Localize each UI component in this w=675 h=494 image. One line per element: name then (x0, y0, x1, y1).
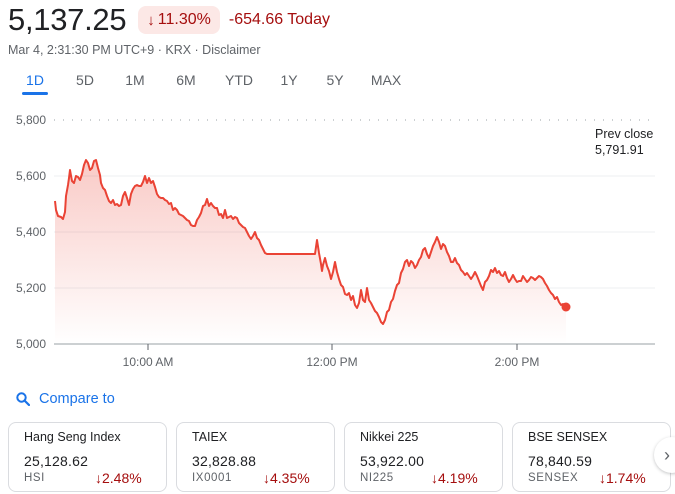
arrow-down-icon: ↓ (599, 470, 606, 486)
card-change-value: 4.19% (438, 470, 478, 486)
card-symbol: IX0001 (192, 472, 233, 484)
y-tick-5200: 5,200 (16, 281, 46, 295)
card-change: ↓1.74% (599, 470, 646, 486)
card-value: 78,840.59 (528, 453, 593, 469)
time-range-tabs: 1D 5D 1M 6M YTD 1Y 5Y MAX (8, 72, 404, 95)
card-value: 53,922.00 (360, 453, 425, 469)
tab-1m[interactable]: 1M (125, 72, 145, 88)
tab-1d[interactable]: 1D (20, 72, 50, 95)
tab-5y[interactable]: 5Y (326, 72, 344, 88)
compare-card-hsi[interactable]: Hang Seng Index 25,128.62 HSI ↓2.48% (8, 422, 167, 492)
compare-cards: Hang Seng Index 25,128.62 HSI ↓2.48% TAI… (8, 422, 675, 492)
price-line (54, 159, 567, 325)
prev-close-title: Prev close (595, 127, 654, 141)
search-icon (16, 392, 30, 406)
card-change: ↓4.19% (431, 470, 478, 486)
compare-to-button[interactable]: Compare to (16, 391, 115, 407)
tab-1y[interactable]: 1Y (280, 72, 298, 88)
y-tick-5000: 5,000 (16, 337, 46, 351)
card-change-value: 1.74% (606, 470, 646, 486)
next-cards-button[interactable]: › (654, 437, 675, 473)
x-tick-10am: 10:00 AM (123, 355, 174, 369)
arrow-down-icon: ↓ (147, 11, 155, 29)
card-name: BSE SENSEX (528, 430, 608, 444)
disclaimer-link[interactable]: Disclaimer (202, 43, 261, 57)
card-name: TAIEX (192, 430, 228, 444)
current-price: 5,137.25 (8, 2, 127, 37)
compare-card-sensex[interactable]: BSE SENSEX 78,840.59 SENSEX ↓1.74% (512, 422, 671, 492)
arrow-down-icon: ↓ (95, 470, 102, 486)
card-value: 25,128.62 (24, 453, 89, 469)
tab-ytd[interactable]: YTD (225, 72, 253, 88)
arrow-down-icon: ↓ (431, 470, 438, 486)
change-points: -654.66 Today (228, 11, 330, 28)
y-tick-5600: 5,600 (16, 169, 46, 183)
prev-close-label: Prev close 5,791.91 (595, 126, 653, 158)
card-change-value: 4.35% (270, 470, 310, 486)
card-name: Nikkei 225 (360, 430, 419, 444)
card-change: ↓4.35% (263, 470, 310, 486)
exchange: KRX (165, 43, 192, 57)
prev-close-value: 5,791.91 (595, 143, 644, 157)
card-name: Hang Seng Index (24, 430, 121, 444)
tab-6m[interactable]: 6M (176, 72, 196, 88)
price-chart[interactable]: 5,800 5,600 5,400 5,200 5,000 10:00 AM 1… (0, 100, 675, 380)
x-tick-12pm: 12:00 PM (306, 355, 357, 369)
timestamp: Mar 4, 2:31:30 PM UTC+9 (8, 43, 155, 57)
arrow-down-icon: ↓ (263, 470, 270, 486)
card-symbol: NI225 (360, 472, 394, 484)
meta-line: Mar 4, 2:31:30 PM UTC+9 · KRX · Disclaim… (8, 43, 261, 57)
tab-5d[interactable]: 5D (76, 72, 94, 88)
y-tick-5400: 5,400 (16, 225, 46, 239)
compare-card-nikkei[interactable]: Nikkei 225 53,922.00 NI225 ↓4.19% (344, 422, 503, 492)
card-value: 32,828.88 (192, 453, 257, 469)
card-symbol: SENSEX (528, 472, 579, 484)
compare-to-label: Compare to (39, 391, 115, 407)
card-symbol: HSI (24, 472, 45, 484)
change-percent: 11.30% (157, 11, 211, 28)
price-area (55, 160, 566, 344)
last-price-dot (561, 302, 571, 312)
card-change: ↓2.48% (95, 470, 142, 486)
price-header: 5,137.25 ↓ 11.30% -654.66 Today (8, 2, 330, 38)
y-tick-5800: 5,800 (16, 113, 46, 127)
chevron-right-icon: › (664, 444, 670, 465)
change-percent-badge: ↓ 11.30% (138, 6, 220, 34)
tab-max[interactable]: MAX (370, 72, 402, 88)
compare-card-taiex[interactable]: TAIEX 32,828.88 IX0001 ↓4.35% (176, 422, 335, 492)
card-change-value: 2.48% (102, 470, 142, 486)
x-tick-2pm: 2:00 PM (495, 355, 540, 369)
